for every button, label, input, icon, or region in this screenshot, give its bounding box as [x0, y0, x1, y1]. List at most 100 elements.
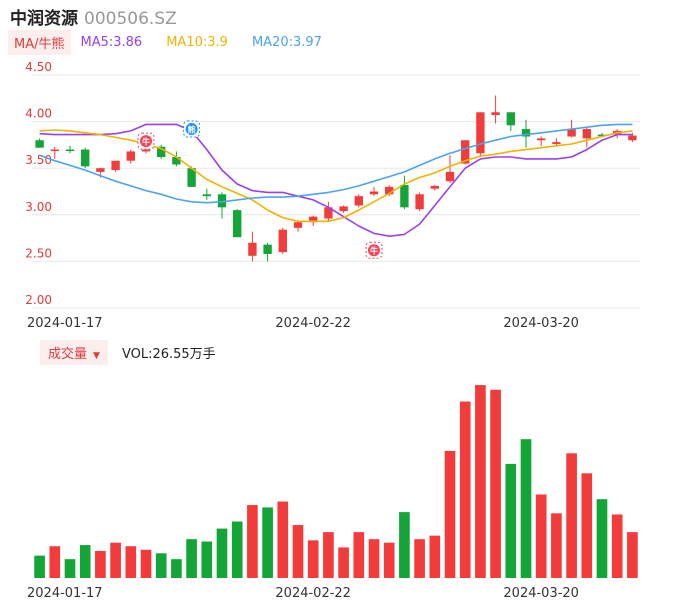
y-tick-label: 4.50 [25, 60, 52, 74]
ma5-line [39, 123, 633, 237]
volume-bar [505, 463, 517, 578]
candle-body [385, 186, 394, 195]
volume-bar [171, 559, 182, 578]
candle [339, 205, 348, 213]
marker-label: 熊 [188, 125, 196, 135]
volume-bar [383, 542, 395, 578]
candle [217, 192, 227, 219]
volume-bar [535, 494, 547, 578]
candle-body [81, 149, 90, 167]
candle [476, 112, 485, 158]
volume-bar [186, 539, 197, 578]
volume-selector-label: 成交量 [48, 346, 88, 362]
candle-body [233, 210, 242, 238]
volume-bar [79, 545, 91, 578]
x-tick-label: 2024-03-20 [503, 316, 579, 331]
volume-bar [292, 525, 304, 578]
volume-selector-button[interactable]: 成交量 ▼ [40, 339, 108, 365]
candle [126, 149, 135, 164]
volume-bar [231, 521, 243, 578]
candle-body [491, 112, 500, 116]
volume-bar [520, 439, 532, 578]
ma10-legend: MA10:3.9 [166, 34, 228, 50]
marker-label: 牛 [370, 246, 378, 256]
candle [50, 146, 59, 159]
candle [445, 155, 455, 184]
candle [552, 138, 561, 146]
volume-bar [399, 512, 410, 578]
candle-body [141, 149, 151, 152]
ma20-legend: MA20:3.97 [251, 34, 322, 50]
marker-badge [185, 123, 198, 136]
volume-bar [95, 550, 106, 578]
candle-body [597, 134, 607, 137]
candle-body [537, 138, 546, 141]
y-tick-label: 4.00 [25, 107, 52, 121]
volume-bar [353, 532, 365, 578]
volume-x-tick-label: 2024-01-17 [27, 586, 103, 601]
bear-marker-icon: 熊 [183, 120, 201, 138]
candle-body [324, 207, 333, 219]
stock-name: 中润资源 [10, 9, 78, 29]
candle [293, 220, 303, 232]
candle-body [309, 216, 318, 223]
volume-bar [140, 549, 152, 578]
volume-bar [368, 539, 380, 578]
marker-badge [140, 135, 152, 148]
candle [506, 112, 515, 131]
candle [111, 160, 120, 172]
ma5-legend: MA5:3.86 [80, 34, 143, 50]
stock-code: 000506.SZ [84, 9, 177, 29]
volume-bar [262, 507, 273, 578]
candle-body [157, 146, 166, 158]
volume-bar [459, 401, 471, 578]
candle-body [521, 129, 531, 137]
candle [491, 95, 500, 124]
candle-body [506, 112, 515, 126]
candle-body [65, 149, 75, 152]
candle-body [582, 129, 591, 139]
volume-bar [429, 535, 441, 578]
candle-body [50, 149, 59, 152]
candle-body [293, 222, 303, 228]
caret-down-icon: ▼ [93, 350, 100, 361]
ma10-line [39, 129, 633, 223]
candle [65, 145, 75, 154]
candle [187, 166, 196, 187]
candle-body [476, 112, 485, 154]
volume-bar [490, 389, 501, 578]
volume-x-tick-label: 2024-02-22 [275, 586, 351, 601]
y-tick-label: 2.50 [25, 246, 52, 260]
candle [369, 186, 379, 197]
volume-bar [216, 528, 228, 578]
candle [202, 188, 211, 200]
candlestick-chart[interactable]: 4.50 4.00 3.50 3.00 2.50 2.00 牛 熊牛 2024-01-17 202… [0, 0, 686, 336]
volume-bar [49, 546, 61, 578]
candle-body [400, 184, 409, 208]
volume-bar [307, 540, 319, 578]
candle-body [339, 206, 348, 212]
volume-bar [277, 501, 289, 578]
candle-body [567, 129, 576, 137]
ma-selector-button[interactable]: MA/牛熊 [8, 29, 71, 55]
candle-body [461, 140, 470, 164]
candle [537, 136, 546, 146]
y-tick-label: 2.00 [25, 293, 52, 307]
volume-bar [125, 546, 137, 578]
volume-bar [611, 514, 623, 578]
volume-bar [627, 532, 638, 578]
candle [582, 127, 591, 148]
volume-chart[interactable]: 2024-01-17 2024-02-22 2024-03-20 [0, 366, 686, 606]
stock-header: 中润资源 000506.SZ [10, 4, 177, 29]
candle-body [126, 151, 135, 161]
volume-bar [323, 532, 334, 578]
candle [430, 184, 439, 191]
candle [35, 138, 44, 148]
candle [400, 175, 409, 210]
volume-bar [444, 450, 456, 578]
volume-value: VOL:26.55万手 [121, 346, 216, 362]
volume-x-tick-label: 2024-03-20 [503, 586, 579, 601]
volume-bar [155, 553, 167, 578]
candle [248, 231, 257, 262]
candle-body [354, 196, 363, 206]
